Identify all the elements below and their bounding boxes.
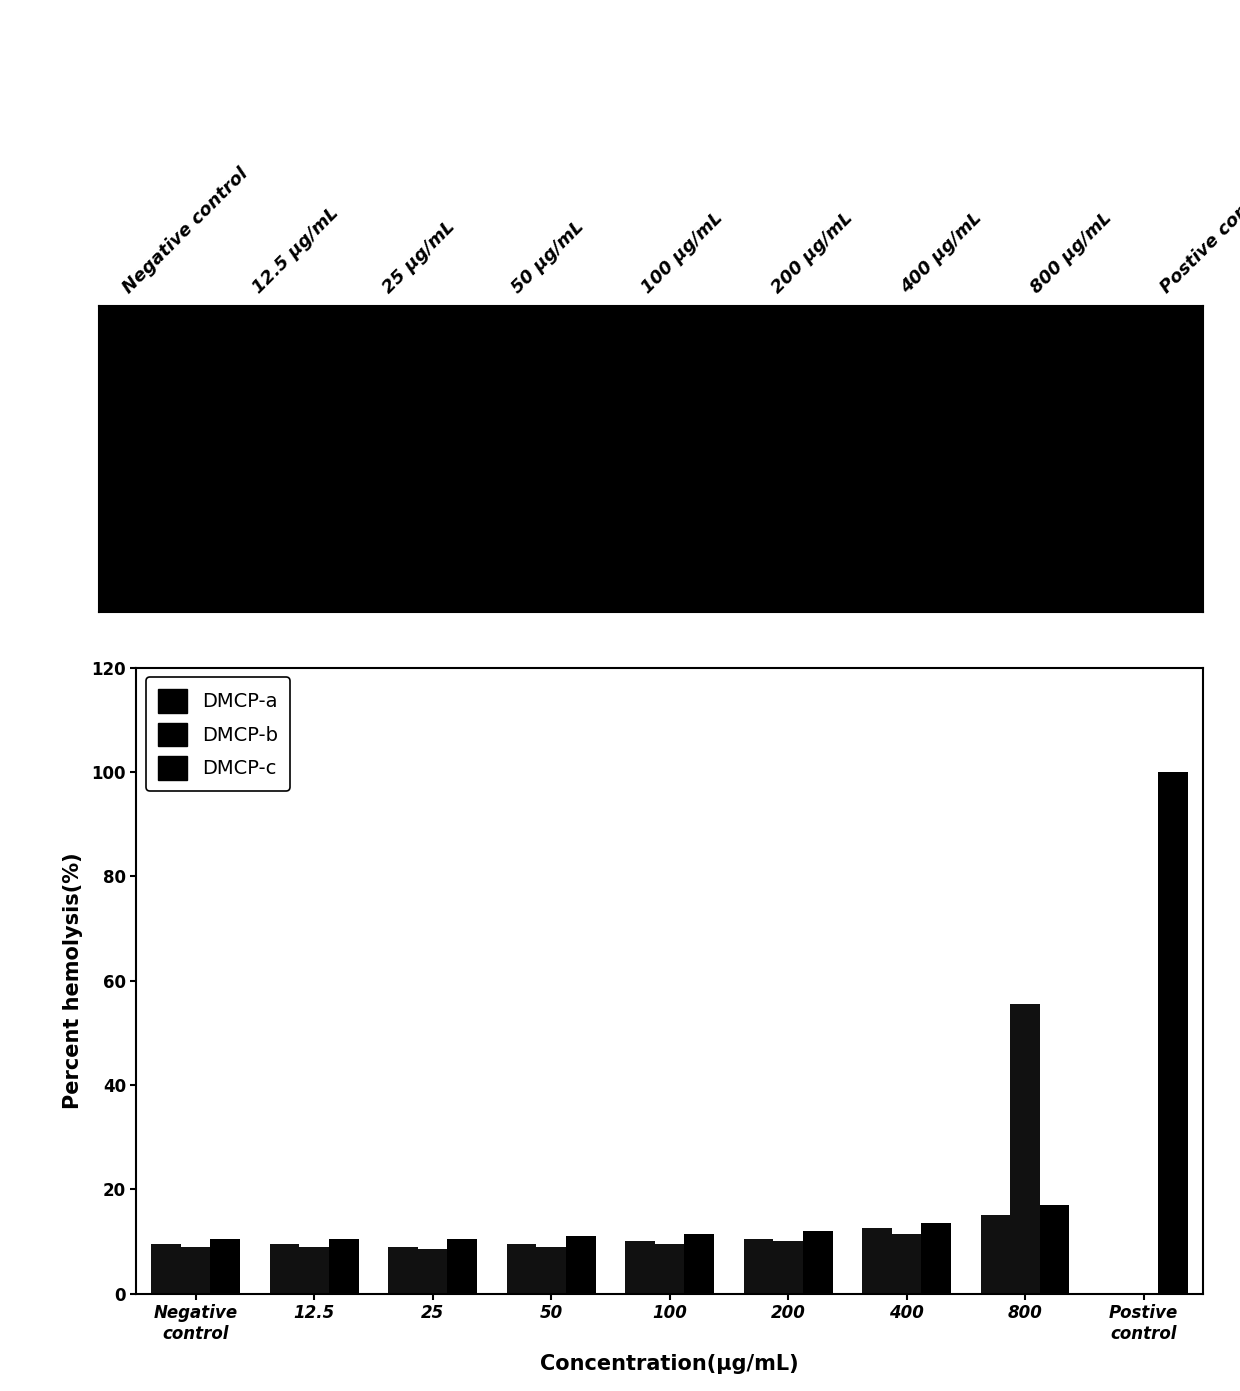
Text: 12.5 μg/mL: 12.5 μg/mL <box>249 203 342 296</box>
Bar <box>921 1223 951 1294</box>
Text: 400 μg/mL: 400 μg/mL <box>898 209 986 296</box>
Text: Postive control: Postive control <box>1157 175 1240 296</box>
Bar <box>892 1234 921 1294</box>
Text: 25 μg/mL: 25 μg/mL <box>379 217 459 296</box>
Bar <box>774 1241 802 1294</box>
Text: Negative control: Negative control <box>119 164 252 296</box>
Bar <box>507 1244 536 1294</box>
Bar <box>418 1249 448 1294</box>
Bar <box>536 1246 565 1294</box>
Bar <box>684 1234 714 1294</box>
Bar <box>1158 772 1188 1294</box>
Bar <box>388 1246 418 1294</box>
Text: 100 μg/mL: 100 μg/mL <box>639 209 727 296</box>
Bar <box>1011 1004 1040 1294</box>
Bar <box>181 1246 211 1294</box>
Bar <box>299 1246 329 1294</box>
Bar <box>448 1239 477 1294</box>
Bar <box>565 1237 595 1294</box>
Bar <box>151 1244 181 1294</box>
Legend: DMCP-a, DMCP-b, DMCP-c: DMCP-a, DMCP-b, DMCP-c <box>146 677 290 791</box>
X-axis label: Concentration(μg/mL): Concentration(μg/mL) <box>541 1353 799 1374</box>
Y-axis label: Percent hemolysis(%): Percent hemolysis(%) <box>63 853 83 1109</box>
Bar <box>981 1216 1011 1294</box>
Text: 200 μg/mL: 200 μg/mL <box>768 209 856 296</box>
Bar <box>211 1239 241 1294</box>
Bar <box>1040 1205 1069 1294</box>
Bar <box>802 1231 832 1294</box>
Bar <box>744 1239 774 1294</box>
Text: 50 μg/mL: 50 μg/mL <box>508 217 588 296</box>
Bar <box>625 1241 655 1294</box>
Bar <box>862 1228 892 1294</box>
Bar <box>270 1244 299 1294</box>
Bar <box>655 1244 684 1294</box>
Text: 800 μg/mL: 800 μg/mL <box>1027 209 1116 296</box>
Bar <box>329 1239 358 1294</box>
